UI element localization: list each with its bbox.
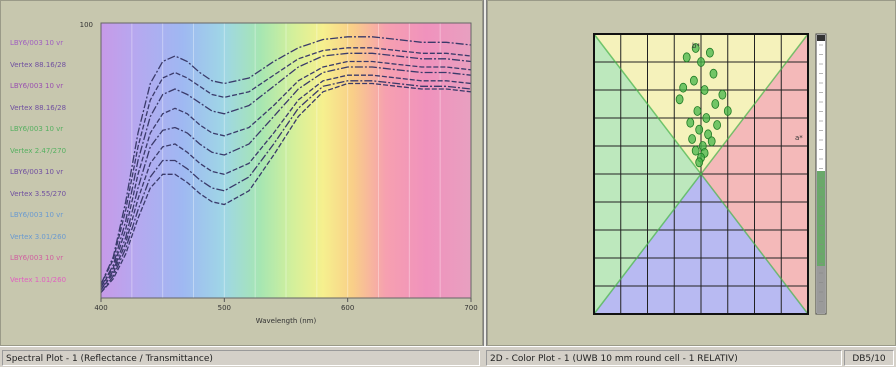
color-point — [689, 75, 698, 86]
legend-entry: LBY6/003 10 vr — [10, 168, 64, 176]
legend-entry: LBY6/003 10 vr — [10, 125, 64, 133]
spectral-plot-frame — [100, 22, 472, 299]
legend-entry: LBY6/003 10 vr — [10, 254, 64, 262]
spectral-x-tick-label: 700 — [464, 304, 477, 312]
color-point — [718, 89, 727, 100]
legend-entry: Vertex 3.55/270 — [10, 189, 67, 198]
color-point — [693, 106, 702, 116]
spectral-plot-pane[interactable]: LBY6/003 10 vr Vertex 88.16/28 LBY6/003 10… — [0, 0, 483, 346]
color-point — [704, 129, 713, 140]
color-point — [711, 99, 720, 109]
spectral-grid — [131, 23, 441, 298]
color-point — [691, 43, 700, 53]
spectral-curve-6 — [100, 74, 472, 291]
spectral-x-tick-label: 500 — [218, 304, 231, 312]
legend-entry: LBY6/003 10 vr — [10, 39, 64, 47]
color-point — [695, 124, 704, 135]
lightness-green-band — [817, 171, 825, 266]
status-page-indicator: DB5/10 — [844, 350, 894, 366]
spectral-curve-8 — [100, 82, 472, 293]
spectral-curves — [100, 36, 472, 293]
pane-splitter[interactable] — [483, 0, 487, 346]
legend-entry: Vertex 3.01/260 — [10, 232, 67, 241]
color-point — [686, 117, 695, 128]
spectral-curve-5 — [100, 66, 472, 291]
status-spectral-plot: Spectral Plot - 1 (Reflectance / Transmi… — [2, 350, 480, 366]
status-color-plot: 2D - Color Plot - 1 (UWB 10 mm round cel… — [486, 350, 842, 366]
color-point — [679, 82, 688, 93]
spectral-plot[interactable]: 400 500 600 700 100 Wavelength (nm) — [1, 1, 482, 345]
color-plot[interactable]: b* a* — [488, 1, 895, 345]
spectral-x-ticks: 400 500 600 700 — [94, 298, 478, 312]
color-points — [675, 43, 732, 168]
lightness-gray-band — [817, 266, 825, 313]
color-point — [675, 94, 684, 105]
color-grid — [594, 34, 808, 314]
spectral-curve-1 — [100, 36, 472, 285]
spectral-x-axis-label: Wavelength (nm) — [256, 317, 317, 325]
legend-entry: Vertex 88.16/28 — [10, 103, 67, 112]
legend-entry: Vertex 1.01/260 — [10, 275, 67, 284]
color-point — [707, 136, 716, 147]
legend-entry: LBY6/003 10 vr — [10, 211, 64, 219]
color-point — [695, 157, 704, 168]
spectral-y-top-label: 100 — [80, 21, 93, 29]
a-axis-label: a* — [795, 134, 803, 142]
b-axis-label: b* — [692, 42, 700, 50]
color-point — [705, 47, 714, 58]
color-point — [697, 57, 705, 67]
lightness-bar — [815, 33, 827, 315]
lightness-ticks — [819, 44, 823, 302]
spectral-curve-3 — [100, 52, 472, 288]
spectral-x-tick-label: 400 — [94, 304, 107, 312]
spectral-curve-2 — [100, 47, 472, 285]
color-point — [682, 52, 691, 63]
color-point — [700, 85, 709, 95]
diagonal-line-2 — [593, 33, 809, 315]
color-point — [688, 134, 697, 144]
spectral-curve-4 — [100, 60, 472, 288]
status-bar: Spectral Plot - 1 (Reflectance / Transmi… — [0, 346, 896, 367]
legend-entry: LBY6/003 10 vr — [10, 82, 64, 90]
color-plot-pane[interactable]: b* a* — [487, 0, 896, 346]
lightness-top-cap — [817, 35, 825, 41]
color-plot-frame — [593, 33, 809, 315]
spectral-x-tick-label: 600 — [341, 304, 354, 312]
spectral-curve-7 — [100, 80, 472, 293]
color-point — [709, 68, 718, 79]
color-point — [723, 106, 732, 116]
color-point — [713, 120, 722, 130]
color-point — [702, 113, 711, 123]
legend-entry: Vertex 88.16/28 — [10, 60, 67, 69]
color-point — [691, 145, 700, 156]
legend-entry: Vertex 2.47/270 — [10, 146, 67, 155]
